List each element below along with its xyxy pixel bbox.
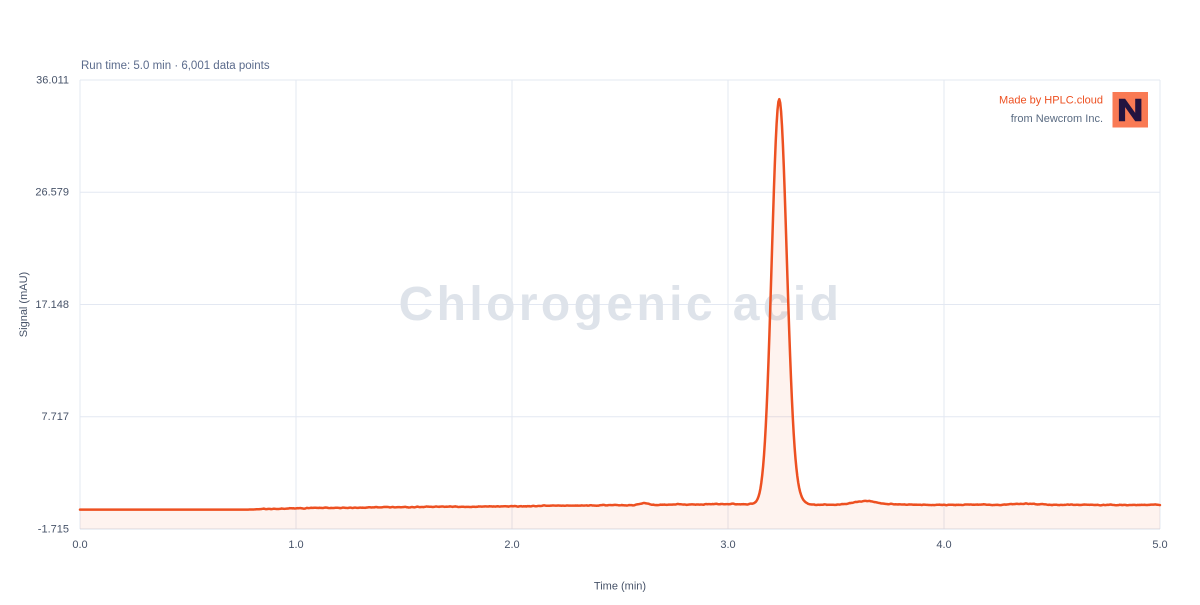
svg-text:3.0: 3.0 [720,539,735,551]
svg-text:4.0: 4.0 [936,539,951,551]
svg-text:from Newcrom Inc.: from Newcrom Inc. [1011,113,1103,125]
svg-text:36.011: 36.011 [36,74,69,86]
svg-text:26.579: 26.579 [35,187,69,199]
svg-text:Time (min): Time (min) [594,581,646,593]
svg-text:Run time: 5.0 min · 6,001 data: Run time: 5.0 min · 6,001 data points [81,60,270,72]
svg-text:1.0: 1.0 [288,539,303,551]
svg-text:Chlorogenic acid: Chlorogenic acid [399,278,843,331]
svg-text:7.717: 7.717 [41,411,69,423]
svg-text:Made by HPLC.cloud: Made by HPLC.cloud [999,94,1103,106]
svg-text:Signal (mAU): Signal (mAU) [18,272,30,337]
svg-text:0.0: 0.0 [72,539,87,551]
svg-text:17.148: 17.148 [35,299,69,311]
svg-text:-1.715: -1.715 [38,523,69,535]
svg-text:2.0: 2.0 [504,539,519,551]
svg-text:5.0: 5.0 [1152,539,1167,551]
